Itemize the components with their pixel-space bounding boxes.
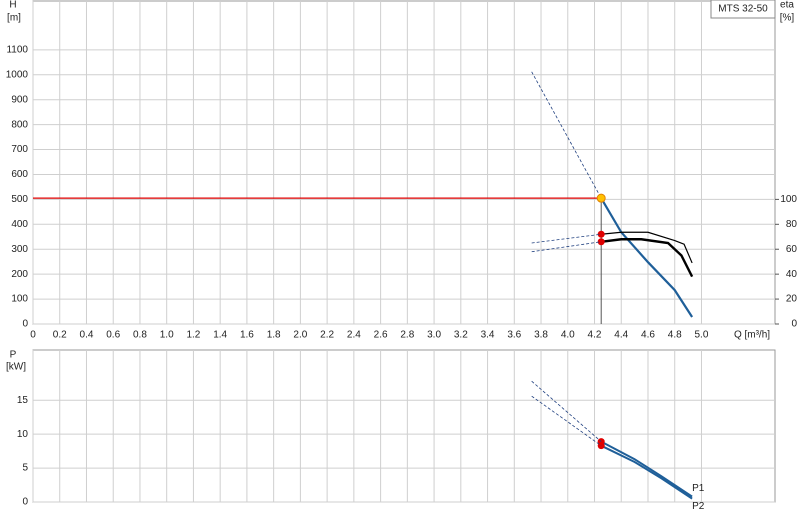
x-tick-label: 2.0 (293, 330, 307, 341)
x-tick-label: 4.8 (668, 330, 682, 341)
extension-line (531, 395, 602, 447)
title-box (710, 0, 776, 19)
x-tick-label: 0.8 (133, 330, 147, 341)
y-unit: [kW] (6, 362, 26, 373)
plot-area (32, 0, 776, 325)
y2-label: eta (780, 0, 794, 11)
x-tick-label: 0 (30, 330, 36, 341)
y-tick-label: 300 (11, 244, 28, 255)
x-label: Q [m³/h] (734, 330, 770, 341)
x-tick-label: 1.4 (213, 330, 227, 341)
y2-tick-label: 0 (791, 319, 797, 330)
y-tick-label: 600 (11, 169, 28, 180)
y-tick-label: 800 (11, 119, 28, 130)
x-tick-label: 3.6 (507, 330, 521, 341)
y2-tick-label: 40 (786, 269, 798, 280)
curve (600, 197, 694, 318)
extension-line (531, 233, 602, 244)
curve (600, 444, 693, 500)
x-tick-label: 3.2 (454, 330, 468, 341)
series-label: P1 (692, 483, 705, 494)
plot-area (32, 349, 776, 503)
y-label: H (9, 0, 16, 11)
curve (601, 238, 694, 278)
curve (600, 440, 693, 498)
y-tick-label: 400 (11, 219, 28, 230)
extension-line (531, 241, 602, 253)
y-tick-label: 500 (11, 194, 28, 205)
x-tick-label: 0.4 (80, 330, 94, 341)
x-tick-label: 4.2 (588, 330, 602, 341)
x-tick-label: 4.4 (614, 330, 628, 341)
y-tick-label: 1000 (6, 69, 29, 80)
x-tick-label: 4.0 (561, 330, 575, 341)
x-tick-label: 3.8 (534, 330, 548, 341)
y-tick-label: 0 (22, 319, 28, 330)
y-tick-label: 0 (22, 497, 28, 508)
x-tick-label: 3.0 (427, 330, 441, 341)
series-label: P2 (692, 501, 705, 512)
y2-tick-label: 60 (786, 244, 798, 255)
y2-tick-label: 80 (786, 219, 798, 230)
operating-point (596, 193, 606, 203)
x-tick-label: 1.0 (160, 330, 174, 341)
y-tick-label: 200 (11, 269, 28, 280)
x-tick-label: 1.6 (240, 330, 254, 341)
x-tick-label: 2.4 (347, 330, 361, 341)
chart-title: MTS 32-50 (718, 4, 768, 15)
x-tick-label: 1.2 (186, 330, 200, 341)
y-label: P (10, 350, 17, 361)
y2-unit: [%] (780, 13, 795, 24)
x-tick-label: 5.0 (695, 330, 709, 341)
y2-tick-label: 100 (780, 194, 797, 205)
x-tick-label: 4.6 (641, 330, 655, 341)
y2-tick-label: 20 (786, 294, 798, 305)
y-tick-label: 10 (17, 429, 29, 440)
y-tick-label: 15 (17, 395, 29, 406)
extension-line (531, 380, 602, 442)
y-tick-label: 5 (22, 463, 28, 474)
curve (601, 231, 693, 264)
x-tick-label: 1.8 (267, 330, 281, 341)
x-tick-label: 2.8 (400, 330, 414, 341)
x-tick-label: 3.4 (481, 330, 495, 341)
x-tick-label: 0.2 (53, 330, 67, 341)
y-unit: [m] (7, 13, 21, 24)
y-tick-label: 900 (11, 94, 28, 105)
y-tick-label: 1100 (6, 44, 28, 55)
x-tick-label: 2.6 (374, 330, 388, 341)
x-tick-label: 0.6 (106, 330, 120, 341)
y-tick-label: 100 (11, 294, 28, 305)
y-tick-label: 700 (11, 144, 28, 155)
x-tick-label: 2.2 (320, 330, 334, 341)
extension-line (531, 71, 602, 199)
